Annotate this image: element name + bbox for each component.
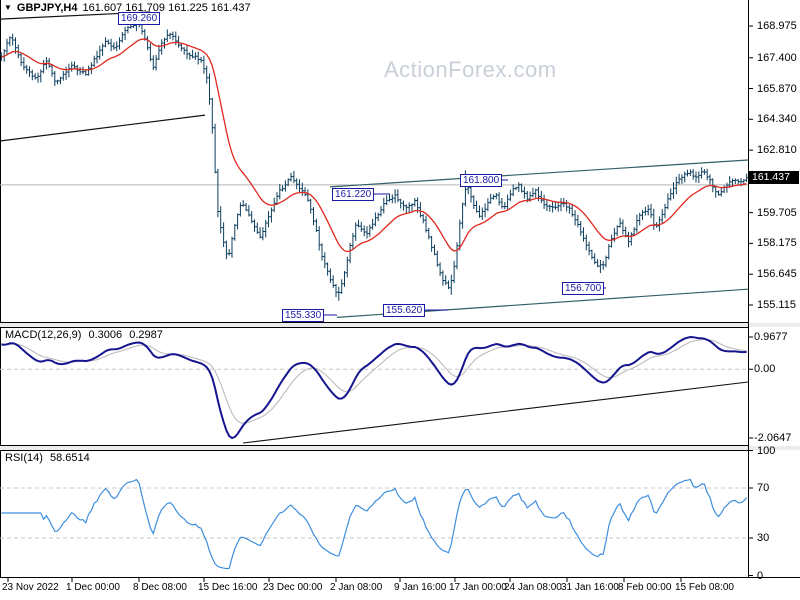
macd-label: MACD(12,26,9) [5, 329, 82, 341]
rsi-line [1, 478, 748, 570]
time-axis-label: 17 Jan 00:00 [449, 582, 507, 593]
time-axis-label: 9 Jan 16:00 [394, 582, 447, 593]
rsi-axis-label: 30 [757, 532, 770, 544]
price-label-box[interactable]: 155.330 [282, 309, 325, 322]
time-axis-label: 15 Dec 16:00 [198, 582, 258, 593]
main-panel-border [0, 0, 749, 577]
current-price-tag: 161.437 [749, 171, 799, 185]
macd-panel-border [0, 327, 749, 446]
macd-trendline[interactable] [242, 381, 749, 444]
rsi-axis-label: 100 [757, 444, 776, 457]
time-axis-label: 8 Dec 08:00 [133, 582, 187, 593]
time-axis-label: 15 Feb 08:00 [675, 582, 734, 593]
macd-axis-label: -2.0647 [754, 432, 792, 444]
macd-signal-line [1, 338, 747, 424]
trendline[interactable] [0, 114, 206, 142]
rsi-label: RSI(14) [5, 452, 43, 464]
price-axis-label: 162.810 [757, 144, 797, 157]
symbol-title: GBPJPY,H4 [16, 2, 78, 14]
ohlc-values: 161.607 161.709 161.225 161.437 [82, 2, 251, 14]
watermark: ActionForex.com [384, 57, 557, 82]
macd-pane-title: MACD(12,26,9) 0.3006 0.2987 [5, 329, 167, 341]
price-axis-label: 167.400 [757, 51, 797, 64]
price-axis-label: 158.175 [757, 237, 797, 250]
ma-line [1, 38, 747, 253]
rsi-pane-title: RSI(14) 58.6514 [5, 452, 94, 464]
price-label-box[interactable]: 155.620 [383, 304, 426, 317]
rsi-axis-label: 0 [757, 569, 764, 582]
price-axis-label: 168.975 [757, 20, 797, 32]
time-axis-label: 23 Dec 00:00 [263, 582, 323, 593]
price-axis-label: 156.645 [757, 268, 797, 281]
time-axis-label: 24 Jan 08:00 [504, 582, 562, 593]
macd-signal-value: 0.2987 [129, 329, 163, 341]
candle-open-close-ticks [0, 22, 749, 293]
rsi-axis-label: 70 [757, 482, 770, 494]
price-axis-label: 155.115 [757, 298, 796, 311]
price-label-box[interactable]: 156.700 [562, 282, 605, 295]
price-axis-label: 165.870 [757, 82, 797, 95]
panel-separator [0, 446, 800, 450]
symbol-dropdown-icon[interactable]: ▼ [4, 3, 12, 12]
price-axis-label: 164.340 [757, 113, 797, 126]
time-axis-label: 31 Jan 16:00 [561, 582, 619, 593]
time-axis-label: 8 Feb 00:00 [618, 582, 672, 593]
rsi-panel-border [0, 450, 749, 578]
rsi-value: 58.6514 [49, 452, 90, 464]
panel-separator [0, 323, 800, 327]
macd-line [1, 335, 747, 440]
axis-ticks [7, 25, 753, 582]
price-axis-label: 159.705 [757, 206, 797, 219]
time-axis-label: 23 Nov 2022 [2, 582, 59, 593]
macd-main-value: 0.3006 [88, 329, 123, 341]
price-label-box[interactable]: 161.220 [332, 188, 375, 201]
trendline[interactable] [329, 159, 749, 188]
symbol-header: ▼ GBPJPY,H4 161.607 161.709 161.225 161.… [4, 2, 251, 14]
time-axis-label: 2 Jan 08:00 [330, 582, 383, 593]
price-label-box[interactable]: 169.260 [118, 12, 161, 25]
macd-axis-label: 0.9677 [754, 331, 788, 343]
price-label-box[interactable]: 161.800 [460, 174, 503, 187]
time-axis-label: 1 Dec 00:00 [66, 582, 120, 593]
macd-axis-label: 0.00 [754, 363, 776, 376]
candlesticks [0, 20, 748, 301]
